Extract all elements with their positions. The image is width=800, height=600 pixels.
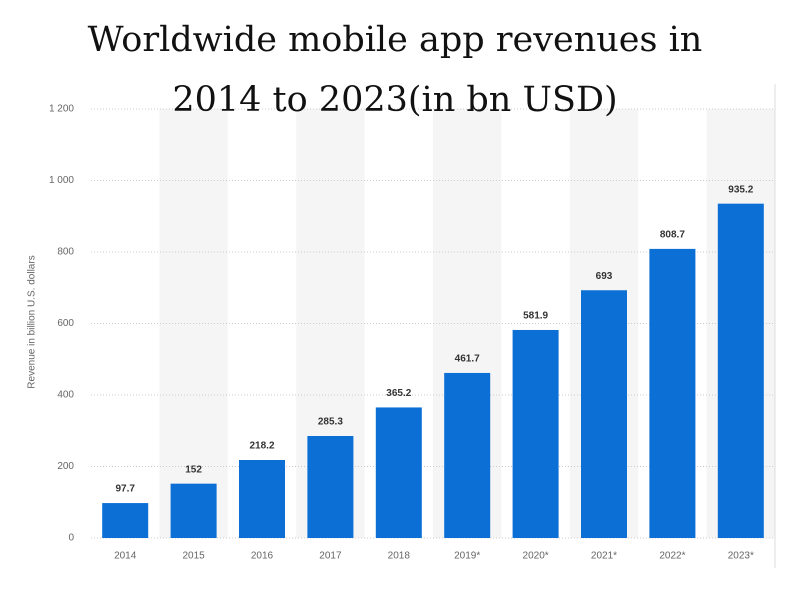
y-axis-label: Revenue in billion U.S. dollars [27,255,38,388]
value-label: 218.2 [249,441,274,452]
y-tick-label: 400 [57,390,74,401]
bar [375,407,422,538]
x-tick-label: 2016 [251,551,274,562]
value-label: 808.7 [660,230,685,241]
bar [102,503,149,538]
bar [512,329,559,538]
y-tick-label: 1 200 [49,104,74,115]
bar [717,203,764,538]
y-tick-label: 200 [57,461,74,472]
x-tick-label: 2017 [319,551,342,562]
bar [649,248,696,538]
value-label: 581.9 [523,311,548,322]
value-label: 97.7 [115,484,135,495]
chart-title: Worldwide mobile app revenues in 2014 to… [87,20,703,120]
y-tick-label: 800 [57,247,74,258]
x-tick-label: 2021* [591,551,617,562]
value-label: 365.2 [386,388,411,399]
x-tick-label: 2015 [182,551,205,562]
x-tick-label: 2022* [659,551,685,562]
value-label: 461.7 [455,354,480,365]
bar [581,290,627,538]
y-tick-label: 600 [57,318,74,329]
value-label: 152 [185,464,202,475]
value-label: 693 [596,271,613,282]
x-tick-label: 2014 [114,551,137,562]
y-tick-label: 1 000 [49,175,74,186]
x-tick-label: 2018 [388,551,411,562]
x-tick-label: 2023* [728,551,754,562]
y-tick-label: 0 [68,533,74,544]
bar [444,372,491,538]
x-tick-label: 2019* [454,551,480,562]
value-label: 935.2 [728,184,753,195]
x-tick-label: 2020* [523,551,549,562]
bar [239,459,285,538]
value-label: 285.3 [318,417,343,428]
bar [307,436,354,538]
bar [170,483,217,538]
